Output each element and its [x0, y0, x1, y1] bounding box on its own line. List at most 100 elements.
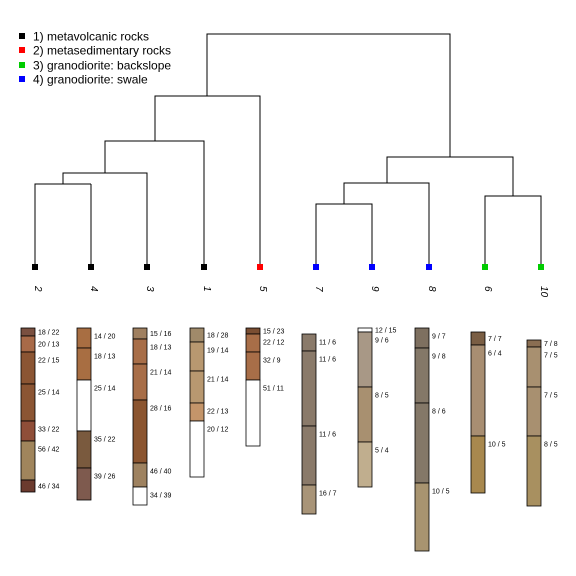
dendrogram-branch — [206, 33, 451, 157]
leaf-marker — [426, 264, 432, 270]
soil-profile: 7 / 7 6 / 4 10 / 5 — [470, 331, 506, 494]
horizon-block — [470, 331, 486, 346]
legend-swatch-metavolcanic — [19, 33, 25, 39]
horizon-label: 10 / 5 — [488, 442, 506, 449]
horizon-block — [301, 484, 317, 515]
horizon-block — [301, 425, 317, 486]
legend-label-metavolcanic: 1) metavolcanic rocks — [33, 30, 149, 44]
horizon-label: 7 / 7 — [488, 336, 502, 343]
legend-swatch-granodiorite-swale — [19, 76, 25, 82]
horizon-block — [301, 333, 317, 352]
dendrogram-branch — [34, 183, 92, 267]
dendrogram-branch — [315, 203, 373, 267]
horizon-label: 22 / 15 — [38, 358, 60, 365]
horizon-block — [20, 383, 36, 422]
horizon-block — [132, 338, 148, 365]
leaf-label: 8 — [426, 286, 437, 292]
horizon-label: 56 / 42 — [38, 447, 60, 454]
soil-profile: 18 / 28 19 / 14 21 / 14 22 / 13 20 / 12 — [189, 327, 229, 478]
horizon-block — [76, 347, 92, 381]
horizon-label: 39 / 26 — [94, 474, 116, 481]
dendrogram-branch — [386, 156, 514, 196]
horizon-block — [470, 435, 486, 494]
legend-item: 3) granodiorite: backslope — [19, 59, 171, 73]
horizon-block — [414, 482, 430, 552]
horizon-block — [526, 339, 542, 348]
horizon-label: 51 / 11 — [263, 386, 284, 393]
legend: 1) metavolcanic rocks 2) metasedimentary… — [19, 30, 171, 87]
horizon-block — [132, 486, 148, 506]
horizon-block — [245, 333, 261, 353]
horizon-block — [526, 386, 542, 437]
horizon-block — [245, 379, 261, 447]
horizon-block — [20, 440, 36, 481]
soil-profile: 11 / 6 11 / 6 11 / 6 16 / 7 — [301, 333, 337, 515]
horizon-label: 32 / 9 — [263, 358, 281, 365]
horizon-block — [414, 347, 430, 404]
horizon-label: 16 / 7 — [319, 491, 337, 498]
horizon-label: 18 / 13 — [94, 354, 116, 361]
horizon-block — [526, 346, 542, 388]
horizon-block — [132, 363, 148, 401]
horizon-label: 28 / 16 — [150, 406, 172, 413]
leaf-label: 4 — [88, 286, 99, 292]
horizon-label: 18 / 22 — [38, 330, 60, 337]
horizon-block — [132, 327, 148, 340]
horizon-label: 14 / 20 — [94, 334, 116, 341]
leaf-label: 7 — [313, 286, 324, 292]
horizon-label: 7 / 5 — [544, 353, 558, 360]
horizon-label: 19 / 14 — [207, 348, 229, 355]
horizon-label: 21 / 14 — [150, 370, 172, 377]
soil-profile: 15 / 16 18 / 13 21 / 14 28 / 16 46 / 40 34 / … — [132, 327, 172, 506]
leaf-label: 10 — [538, 286, 549, 298]
legend-item: 1) metavolcanic rocks — [19, 30, 149, 44]
horizon-block — [76, 327, 92, 349]
dendrogram-branch — [154, 95, 261, 267]
leaf-marker — [32, 264, 38, 270]
horizon-block — [470, 344, 486, 437]
horizon-block — [20, 479, 36, 493]
horizon-block — [76, 430, 92, 469]
horizon-block — [357, 441, 373, 488]
horizon-label: 21 / 14 — [207, 377, 229, 384]
legend-label-metasedimentary: 2) metasedimentary rocks — [33, 44, 171, 58]
legend-item: 4) granodiorite: swale — [19, 73, 148, 87]
soil-profile: 12 / 15 9 / 6 8 / 5 5 / 4 — [357, 327, 397, 488]
horizon-label: 25 / 14 — [38, 390, 60, 397]
dendrogram-branch — [104, 140, 205, 267]
horizon-label: 22 / 12 — [263, 340, 285, 347]
leaf-label: 3 — [144, 286, 155, 292]
horizon-block — [20, 335, 36, 353]
horizon-block — [189, 341, 205, 372]
horizon-label: 22 / 13 — [207, 409, 229, 416]
horizon-label: 46 / 40 — [150, 469, 172, 476]
soil-profile: 15 / 23 22 / 12 32 / 9 51 / 11 — [245, 327, 285, 447]
soil-profile: 7 / 8 7 / 5 7 / 5 8 / 5 — [526, 339, 558, 507]
horizon-block — [357, 327, 373, 333]
soil-profile: 14 / 20 18 / 13 25 / 14 35 / 22 39 / 26 — [76, 327, 116, 501]
leaf-label: 5 — [257, 286, 268, 292]
soil-profile: 9 / 7 9 / 8 8 / 6 10 / 5 — [414, 327, 450, 552]
legend-item: 2) metasedimentary rocks — [19, 44, 171, 58]
horizon-block — [76, 379, 92, 432]
horizon-label: 5 / 4 — [375, 448, 389, 455]
horizon-label: 7 / 8 — [544, 341, 558, 348]
horizon-label: 9 / 7 — [432, 334, 446, 341]
horizon-block — [357, 331, 373, 388]
horizon-label: 20 / 12 — [207, 427, 229, 434]
horizon-block — [357, 386, 373, 443]
horizon-block — [414, 402, 430, 484]
horizon-block — [132, 462, 148, 488]
horizon-block — [189, 327, 205, 343]
horizon-block — [189, 420, 205, 478]
legend-swatch-metasedimentary — [19, 47, 25, 53]
horizon-label: 33 / 22 — [38, 427, 60, 434]
leaf-marker — [369, 264, 375, 270]
horizon-label: 10 / 5 — [432, 489, 450, 496]
dendrogram-leaves: 2 4 3 1 5 7 9 8 6 10 — [32, 264, 549, 298]
horizon-block — [245, 327, 261, 335]
horizon-block — [20, 420, 36, 442]
horizon-block — [189, 370, 205, 404]
horizon-block — [414, 327, 430, 349]
leaf-label: 6 — [482, 286, 493, 292]
